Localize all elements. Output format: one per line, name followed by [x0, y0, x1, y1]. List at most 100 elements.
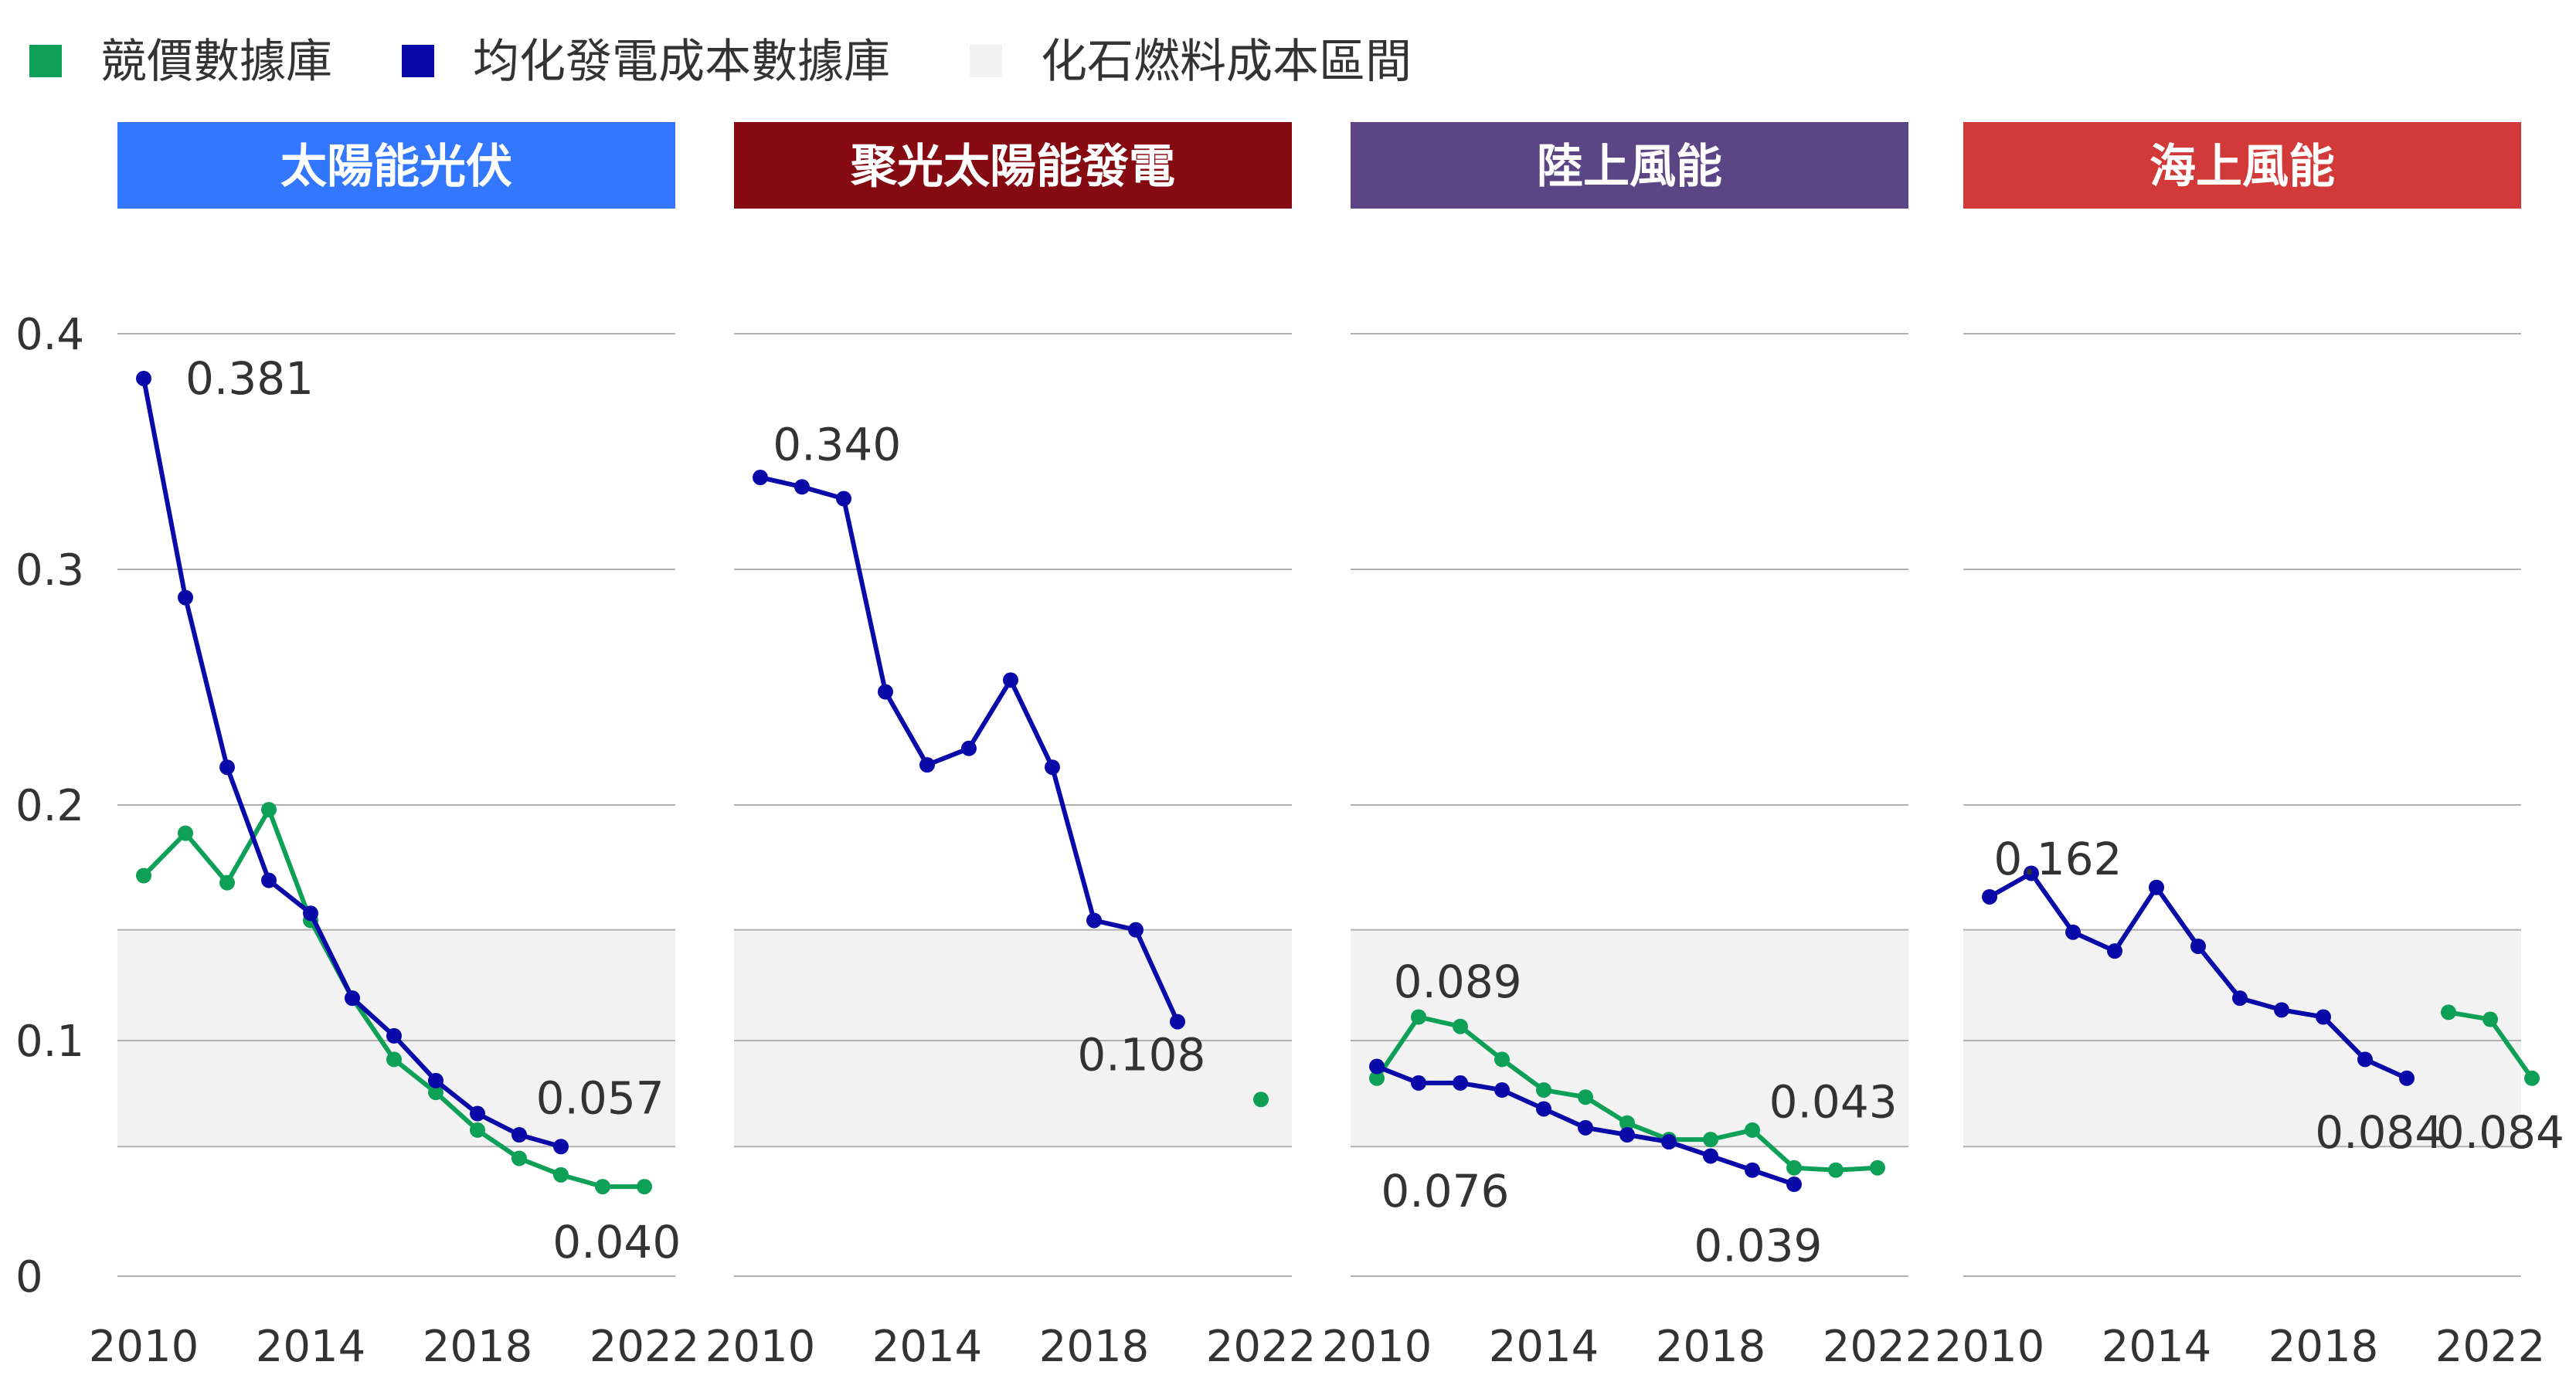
series-point [553, 1166, 569, 1183]
series-point [1870, 1160, 1885, 1176]
series-point [1661, 1134, 1677, 1150]
series-point [1619, 1127, 1635, 1143]
series-point [1411, 1075, 1426, 1091]
series-point [261, 872, 277, 888]
data-label: 0.084 [2315, 1106, 2443, 1159]
series-point [1745, 1122, 1760, 1138]
x-tick-label: 2018 [2268, 1322, 2379, 1372]
legend-swatch-1 [402, 45, 434, 77]
data-label: 0.043 [1769, 1075, 1898, 1128]
series-point [386, 1027, 402, 1044]
panel-title: 陸上風能 [1537, 140, 1722, 194]
y-tick-label: 0.1 [15, 1017, 84, 1067]
x-tick-label: 2018 [423, 1322, 533, 1372]
series-point [511, 1150, 527, 1166]
series-point [1494, 1051, 1510, 1068]
series-point [1253, 1092, 1269, 1108]
chart-panels: 太陽能光伏 0 0.1 0.2 0.3 0.4 2010 2014 2018 2022 0.381 0… [15, 122, 2564, 1372]
series-point [1003, 672, 1018, 688]
legend-label-1: 均化發電成本數據庫 [473, 35, 890, 89]
series-point [1411, 1009, 1426, 1025]
y-tick-label: 0.3 [15, 545, 84, 596]
series-point [178, 825, 193, 841]
series-point [1745, 1162, 1760, 1178]
series-point [1703, 1132, 1718, 1148]
series-point [1045, 759, 1060, 776]
series-point [1369, 1070, 1385, 1086]
x-tick-label: 2018 [1039, 1322, 1150, 1372]
panel-1: 聚光太陽能發電 2010 2014 2018 2022 0.340 0.108 [705, 122, 1317, 1372]
panel-title-bar [734, 122, 1292, 209]
series-point [428, 1072, 443, 1088]
series-point [1170, 1014, 1185, 1030]
panel-0: 太陽能光伏 0 0.1 0.2 0.3 0.4 2010 2014 2018 2022 0.381 0… [15, 122, 699, 1372]
data-label: 0.084 [2436, 1106, 2564, 1159]
panel-title-bar [1351, 122, 1908, 209]
series-point [794, 479, 810, 495]
series-point [2232, 990, 2248, 1007]
series-point [1703, 1148, 1718, 1164]
series-point [1536, 1101, 1551, 1117]
series-point [2024, 865, 2039, 881]
x-tick-label: 2018 [1656, 1322, 1766, 1372]
series-point [386, 1051, 402, 1068]
series-point [2065, 924, 2081, 940]
series-point [1369, 1058, 1385, 1075]
series-point [1619, 1115, 1635, 1131]
series-point [428, 1085, 443, 1101]
fossil-cost-band [734, 929, 1292, 1147]
series-point [470, 1105, 485, 1122]
x-tick-label: 2010 [705, 1322, 816, 1372]
panel-title-bar [1963, 122, 2521, 209]
x-tick-label: 2010 [89, 1322, 199, 1372]
data-label: 0.340 [773, 418, 901, 470]
series-point [919, 757, 935, 773]
y-tick-label: 0.2 [15, 781, 84, 831]
data-label: 0.108 [1077, 1028, 1205, 1081]
series-point [878, 684, 893, 700]
x-tick-label: 2022 [1206, 1322, 1317, 1372]
x-tick-label: 2022 [1823, 1322, 1933, 1372]
panel-2: 陸上風能 2010 2014 2018 2022 0.089 0.076 0.043 0.039 [1322, 122, 1933, 1372]
legend: 競價數據庫 均化發電成本數據庫 化石燃料成本區間 [29, 35, 1412, 89]
x-tick-label: 2010 [1322, 1322, 1432, 1372]
series-point [178, 589, 193, 606]
series-point [261, 802, 277, 818]
series-point [1786, 1177, 1802, 1193]
series-point [2107, 943, 2122, 959]
panel-title: 海上風能 [2149, 140, 2335, 194]
series-point [2483, 1011, 2498, 1027]
series-point [345, 990, 360, 1007]
panel-title-bar [117, 122, 675, 209]
series-point [1453, 1075, 1468, 1091]
series-point [553, 1139, 569, 1155]
x-tick-label: 2022 [590, 1322, 700, 1372]
series-point [1494, 1082, 1510, 1098]
series-point [2316, 1009, 2331, 1025]
x-tick-label: 2014 [256, 1322, 366, 1372]
panel-title: 太陽能光伏 [280, 140, 512, 194]
series-point [511, 1127, 527, 1143]
fossil-cost-band [1963, 929, 2521, 1147]
series-point [2274, 1002, 2289, 1018]
data-label: 0.039 [1694, 1219, 1822, 1272]
data-label: 0.040 [552, 1216, 681, 1268]
data-label: 0.057 [536, 1072, 664, 1125]
x-tick-label: 2010 [1935, 1322, 2045, 1372]
series-point [1453, 1018, 1468, 1034]
series-point [1982, 888, 1997, 905]
x-tick-label: 2022 [2435, 1322, 2546, 1372]
series-point [219, 759, 235, 776]
series-point [1786, 1160, 1802, 1176]
series-point [1828, 1162, 1844, 1178]
x-tick-label: 2014 [1489, 1322, 1599, 1372]
series-point [2149, 879, 2164, 895]
data-label: 0.076 [1381, 1165, 1509, 1217]
series-point [753, 470, 768, 486]
series-point [2524, 1070, 2540, 1086]
fossil-cost-band [1351, 929, 1908, 1147]
series-point [961, 740, 977, 756]
series-point [2399, 1070, 2415, 1086]
